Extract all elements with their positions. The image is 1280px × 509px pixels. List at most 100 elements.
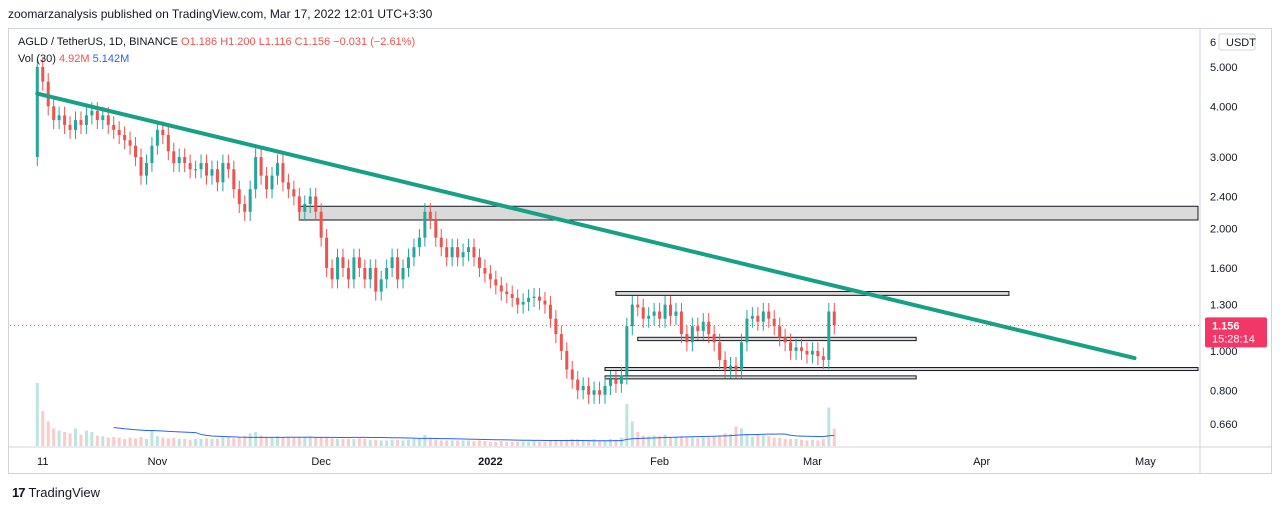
chart-legend: AGLD / TetherUS, 1D, BINANCE O1.186 H1.2… bbox=[18, 36, 415, 48]
candle-body bbox=[832, 311, 836, 326]
currency-label: USDT bbox=[1226, 37, 1256, 49]
support-resistance-zone[interactable] bbox=[637, 336, 917, 342]
y-tick-label: 2.400 bbox=[1210, 191, 1238, 203]
x-tick-label: Nov bbox=[148, 456, 168, 468]
volume-bar bbox=[483, 441, 487, 446]
volume-bar bbox=[587, 439, 591, 446]
volume-bar bbox=[128, 437, 132, 446]
volume-bar bbox=[450, 440, 454, 446]
candle-body bbox=[707, 321, 711, 335]
volume-bar bbox=[592, 439, 596, 446]
volume-bar bbox=[707, 437, 711, 446]
support-resistance-zone[interactable] bbox=[298, 205, 1199, 221]
volume-bar bbox=[800, 439, 804, 446]
candle-body bbox=[325, 237, 329, 268]
volume-bar bbox=[816, 440, 820, 446]
candle-body bbox=[510, 294, 514, 298]
volume-bar bbox=[417, 439, 421, 446]
candle-body bbox=[177, 157, 181, 164]
volume-bar bbox=[210, 439, 214, 446]
candle-body bbox=[144, 163, 148, 176]
candle-body bbox=[303, 203, 307, 212]
close-value: C1.156 bbox=[294, 36, 331, 48]
candle-body bbox=[254, 157, 258, 190]
currency-button[interactable] bbox=[1218, 33, 1256, 51]
volume-bar bbox=[134, 438, 138, 446]
candle-body bbox=[434, 220, 438, 238]
candle-body bbox=[95, 110, 99, 121]
volume-bar bbox=[374, 439, 378, 446]
volume-bar bbox=[461, 440, 465, 446]
candle-body bbox=[406, 257, 410, 268]
volume-bar bbox=[188, 439, 192, 446]
tradingview-brand: TradingView bbox=[28, 485, 101, 500]
volume-bar bbox=[494, 441, 498, 446]
volume-bar bbox=[510, 441, 514, 446]
volume-bar bbox=[390, 439, 394, 446]
volume-bar bbox=[423, 434, 427, 446]
candle-body bbox=[205, 163, 209, 176]
trendline[interactable] bbox=[35, 91, 1137, 361]
candle-body bbox=[467, 247, 471, 253]
candle-body bbox=[346, 267, 350, 280]
candle-body bbox=[674, 311, 678, 316]
candle-body bbox=[701, 321, 705, 331]
volume-bar bbox=[674, 436, 678, 446]
x-tick-label: Apr bbox=[973, 456, 990, 468]
volume-bar bbox=[718, 436, 722, 446]
volume-bar bbox=[652, 435, 656, 446]
volume-bar bbox=[527, 441, 531, 446]
support-resistance-zone[interactable] bbox=[615, 291, 1010, 296]
candle-body bbox=[368, 267, 372, 280]
x-tick-label: Mar bbox=[803, 456, 822, 468]
candle-body bbox=[150, 145, 154, 164]
volume-legend: Vol (30) 4.92M 5.142M bbox=[18, 53, 129, 65]
volume-bar bbox=[275, 436, 279, 446]
volume-bar bbox=[177, 439, 181, 446]
support-resistance-zone[interactable] bbox=[604, 367, 1199, 372]
candle-body bbox=[800, 347, 804, 351]
volume-bar bbox=[95, 435, 99, 446]
candle-body bbox=[712, 334, 716, 343]
candle-body bbox=[472, 247, 476, 258]
volume-bar bbox=[499, 441, 503, 446]
volume-bar bbox=[74, 428, 78, 446]
chart-frame bbox=[8, 28, 1272, 474]
y-tick-label: 2.000 bbox=[1210, 224, 1238, 236]
candle-body bbox=[456, 247, 460, 258]
candle-body bbox=[783, 337, 787, 343]
y-tick-label: 5.000 bbox=[1210, 62, 1238, 74]
y-tick-label: 0.660 bbox=[1210, 419, 1238, 431]
candle-body bbox=[527, 297, 531, 302]
candle-body bbox=[614, 379, 618, 384]
candle-body bbox=[52, 106, 56, 121]
candle-body bbox=[778, 326, 782, 338]
tradingview-logo[interactable]: 17 TradingView bbox=[12, 485, 100, 500]
volume-bar bbox=[701, 437, 705, 446]
support-resistance-zone[interactable] bbox=[604, 375, 917, 380]
candle-body bbox=[630, 304, 634, 327]
volume-bar bbox=[226, 437, 230, 446]
candle-body bbox=[450, 247, 454, 258]
volume-bar bbox=[346, 439, 350, 446]
last-price-badge[interactable] bbox=[1205, 317, 1267, 348]
candle-body bbox=[210, 169, 214, 176]
candle-body bbox=[587, 385, 591, 395]
candle-body bbox=[68, 124, 72, 130]
volume-bar bbox=[286, 436, 290, 446]
volume-bar bbox=[827, 407, 831, 446]
candle-body bbox=[739, 342, 743, 370]
volume-bar bbox=[319, 436, 323, 446]
candle-body bbox=[636, 304, 640, 308]
candle-body bbox=[341, 257, 345, 268]
volume-bar bbox=[297, 436, 301, 446]
volume-bar bbox=[521, 441, 525, 446]
candle-body bbox=[827, 311, 831, 360]
volume-bar bbox=[199, 439, 203, 446]
volume-bar bbox=[303, 437, 307, 446]
volume-ma-line bbox=[113, 426, 835, 442]
volume-bar bbox=[576, 439, 580, 446]
y-tick-label: 1.300 bbox=[1210, 300, 1238, 312]
volume-bar bbox=[723, 433, 727, 446]
